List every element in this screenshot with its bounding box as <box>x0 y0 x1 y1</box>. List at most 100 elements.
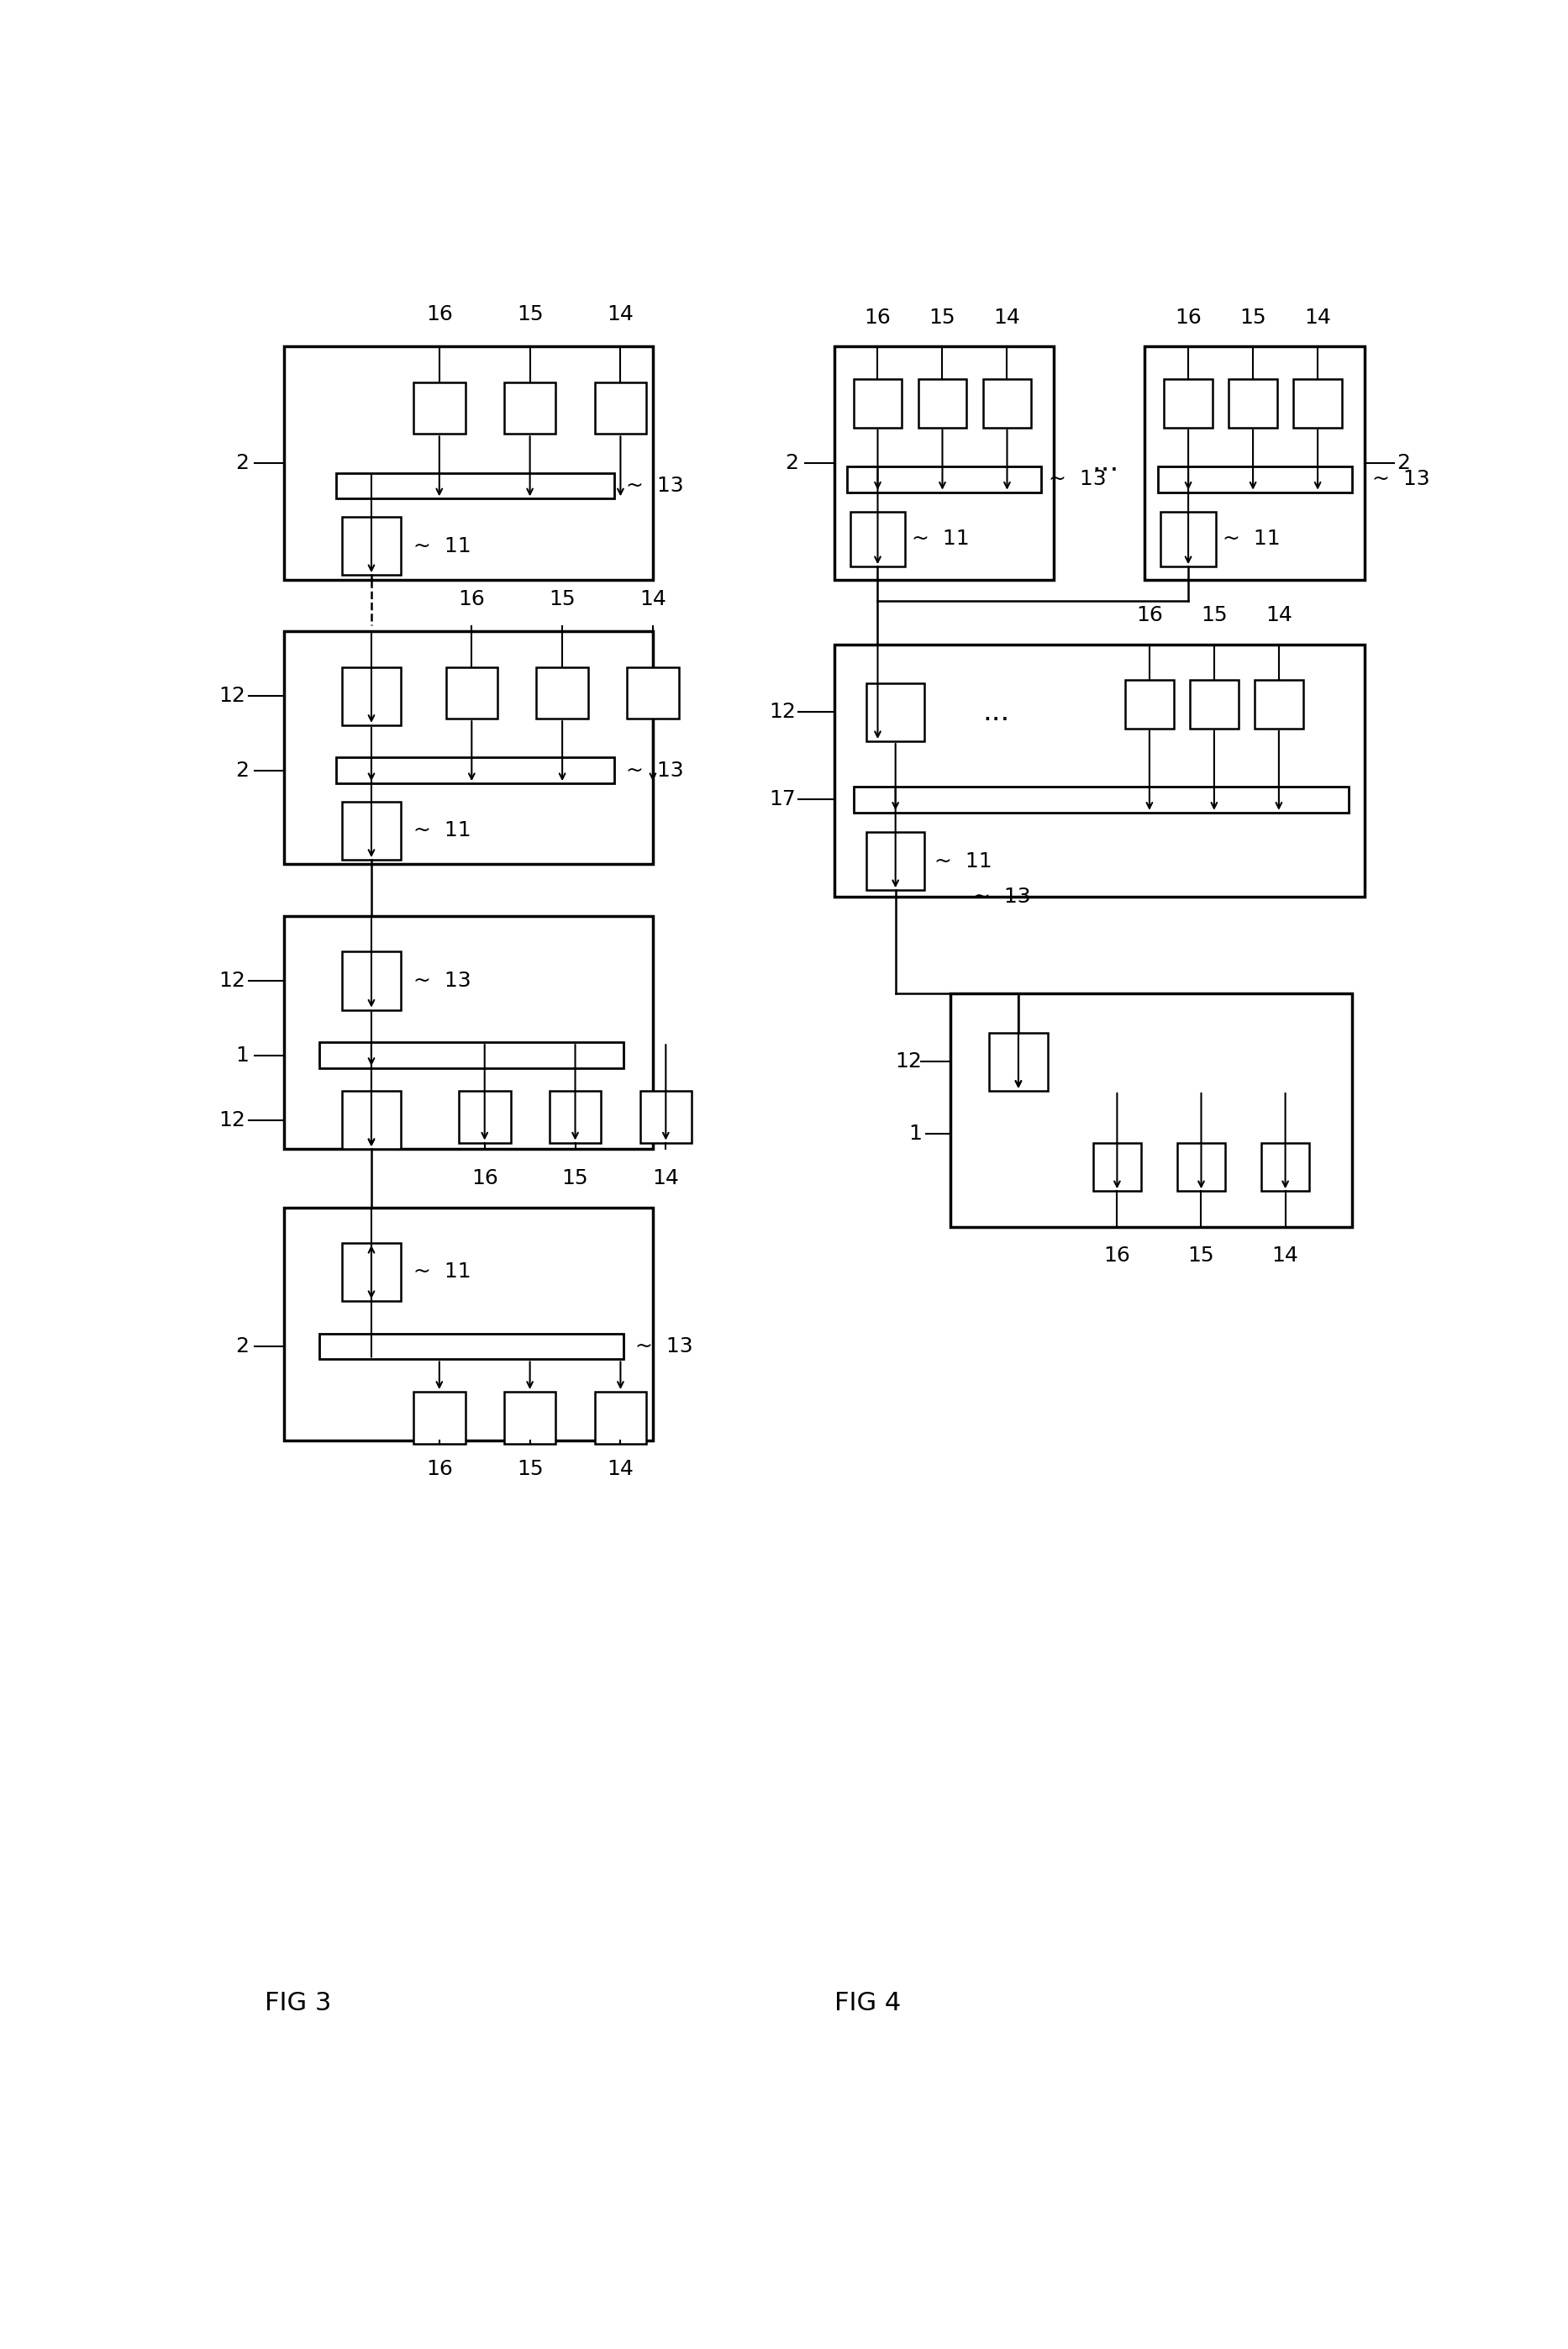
Bar <box>594 1391 646 1445</box>
Bar <box>342 951 400 1010</box>
Bar <box>919 378 966 428</box>
Text: ~  11: ~ 11 <box>414 820 470 841</box>
Text: 14: 14 <box>1305 308 1331 327</box>
Text: 14: 14 <box>652 1167 679 1189</box>
Bar <box>1093 1142 1142 1191</box>
Text: ~  11: ~ 11 <box>935 850 993 871</box>
Bar <box>1163 378 1212 428</box>
Text: 2: 2 <box>235 761 249 780</box>
Bar <box>867 684 925 742</box>
Bar <box>867 832 925 890</box>
Text: ~  11: ~ 11 <box>414 1261 470 1283</box>
Text: 14: 14 <box>1265 606 1292 625</box>
Text: ...: ... <box>982 698 1010 726</box>
Bar <box>1178 1142 1226 1191</box>
Bar <box>414 1391 466 1445</box>
Bar <box>536 667 588 719</box>
Text: 12: 12 <box>220 686 246 707</box>
Bar <box>1126 679 1174 728</box>
Bar <box>414 383 466 435</box>
Bar <box>850 512 905 566</box>
Text: ~  11: ~ 11 <box>911 529 969 550</box>
Bar <box>284 348 652 580</box>
Bar <box>336 756 615 785</box>
Bar <box>342 1090 400 1149</box>
Bar <box>284 1207 652 1440</box>
Text: 2: 2 <box>235 453 249 472</box>
Text: 16: 16 <box>1174 308 1201 327</box>
Bar <box>1261 1142 1309 1191</box>
Text: 15: 15 <box>549 590 575 608</box>
Bar <box>320 1334 624 1360</box>
Bar <box>284 916 652 1149</box>
Bar <box>983 378 1032 428</box>
Text: 12: 12 <box>895 1052 922 1071</box>
Bar <box>549 1090 601 1142</box>
Bar <box>1254 679 1303 728</box>
Text: 2: 2 <box>235 1337 249 1355</box>
Bar <box>445 667 497 719</box>
Text: ~  13: ~ 13 <box>635 1337 693 1355</box>
Text: ~  13: ~ 13 <box>974 886 1030 907</box>
Text: ...: ... <box>1093 449 1120 477</box>
Text: 17: 17 <box>768 789 795 810</box>
Bar <box>1157 467 1352 493</box>
Bar <box>284 632 652 864</box>
Text: 16: 16 <box>426 1459 453 1480</box>
Text: ~  13: ~ 13 <box>626 474 684 496</box>
Bar <box>989 1034 1047 1090</box>
Bar <box>853 787 1348 813</box>
Bar <box>834 348 1054 580</box>
Text: 2: 2 <box>786 453 798 472</box>
Text: ~  13: ~ 13 <box>626 761 684 780</box>
Bar <box>503 383 555 435</box>
Text: ~  11: ~ 11 <box>414 536 470 557</box>
Text: 1: 1 <box>908 1123 922 1144</box>
Bar <box>342 517 400 576</box>
Text: 12: 12 <box>768 702 795 721</box>
Text: 15: 15 <box>516 1459 543 1480</box>
Text: ~  13: ~ 13 <box>1049 470 1107 489</box>
Text: ~  11: ~ 11 <box>1221 529 1279 550</box>
Text: 14: 14 <box>607 303 633 324</box>
Text: 16: 16 <box>1104 1245 1131 1266</box>
Text: 15: 15 <box>516 303 543 324</box>
Text: 12: 12 <box>220 970 246 991</box>
Bar <box>950 994 1352 1226</box>
Bar <box>834 644 1364 897</box>
Bar <box>853 378 902 428</box>
Text: ~  13: ~ 13 <box>414 970 470 991</box>
Text: 12: 12 <box>220 1109 246 1130</box>
Bar <box>342 801 400 860</box>
Bar <box>342 1243 400 1301</box>
Text: ~  13: ~ 13 <box>1372 470 1430 489</box>
Text: 14: 14 <box>607 1459 633 1480</box>
Text: 16: 16 <box>864 308 891 327</box>
Text: 16: 16 <box>472 1167 499 1189</box>
Text: 15: 15 <box>1201 606 1228 625</box>
Bar <box>640 1090 691 1142</box>
Text: FIG 3: FIG 3 <box>265 1992 331 2015</box>
Bar <box>1190 679 1239 728</box>
Text: 16: 16 <box>458 590 485 608</box>
Bar <box>1229 378 1278 428</box>
Text: 14: 14 <box>994 308 1021 327</box>
Bar <box>847 467 1041 493</box>
Text: 16: 16 <box>426 303 453 324</box>
Bar <box>1145 348 1364 580</box>
Text: 15: 15 <box>930 308 955 327</box>
Text: 15: 15 <box>561 1167 588 1189</box>
Text: 2: 2 <box>1397 453 1410 472</box>
Text: 15: 15 <box>1240 308 1267 327</box>
Text: 14: 14 <box>1272 1245 1298 1266</box>
Bar <box>1294 378 1342 428</box>
Bar <box>627 667 679 719</box>
Bar <box>342 667 400 726</box>
Text: 14: 14 <box>640 590 666 608</box>
Bar <box>1160 512 1215 566</box>
Text: FIG 4: FIG 4 <box>834 1992 900 2015</box>
Text: 1: 1 <box>235 1045 249 1066</box>
Bar <box>336 472 615 498</box>
Text: 15: 15 <box>1189 1245 1215 1266</box>
Bar <box>320 1043 624 1069</box>
